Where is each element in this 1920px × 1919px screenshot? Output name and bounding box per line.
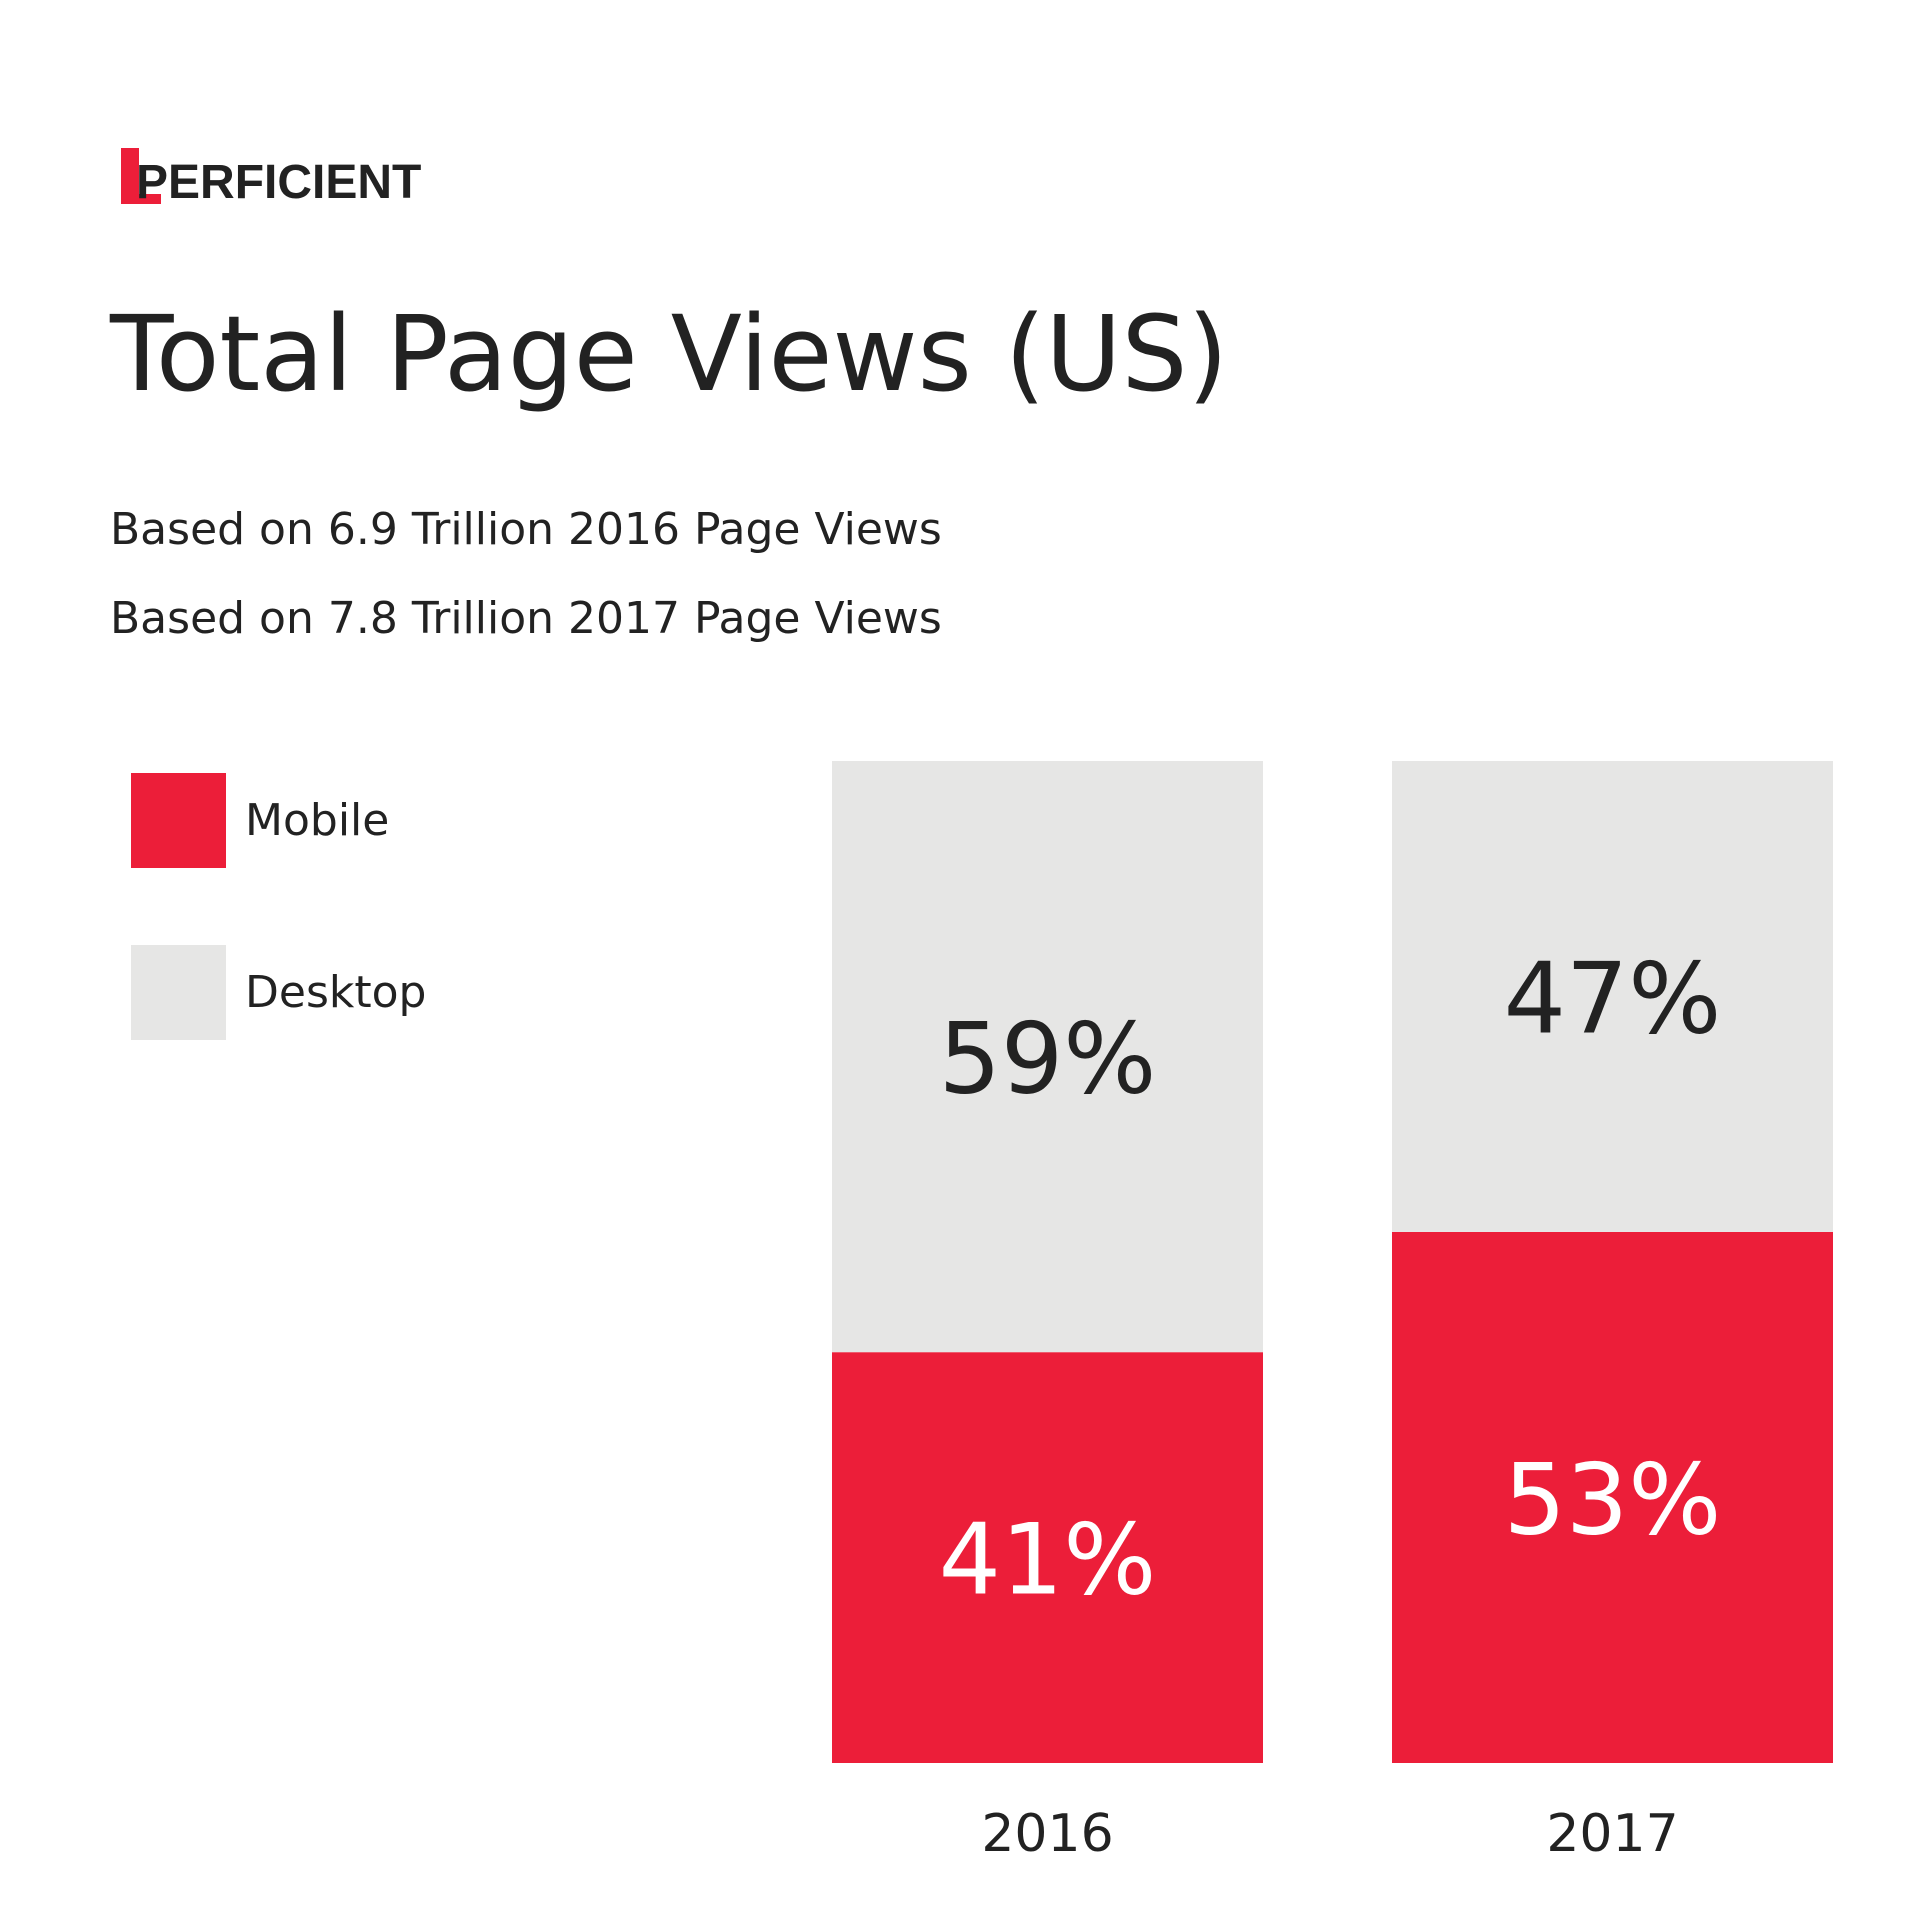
bar-segment <box>1392 761 1833 1232</box>
legend-label: Mobile <box>245 795 389 846</box>
bar-segment <box>832 761 1263 1353</box>
x-tick-label: 2016 <box>981 1804 1113 1864</box>
value-label: 53% <box>1504 1443 1722 1557</box>
x-tick-label: 2017 <box>1546 1804 1678 1864</box>
chart-title: Total Page Views (US) <box>109 293 1228 415</box>
bar-segment <box>1392 1231 1833 1763</box>
legend-label: Desktop <box>245 967 426 1018</box>
legend-swatch <box>131 773 226 868</box>
subtitle: Based on 7.8 Trillion 2017 Page Views <box>110 593 942 644</box>
subtitle: Based on 6.9 Trillion 2016 Page Views <box>110 504 942 555</box>
bar-segment <box>832 1352 1263 1763</box>
value-label: 47% <box>1504 942 1722 1056</box>
logo-mark <box>121 148 161 204</box>
logo: PERFICIENT <box>136 156 421 209</box>
value-label: 41% <box>939 1504 1157 1618</box>
value-label: 59% <box>939 1003 1157 1117</box>
legend-swatch <box>131 945 226 1040</box>
